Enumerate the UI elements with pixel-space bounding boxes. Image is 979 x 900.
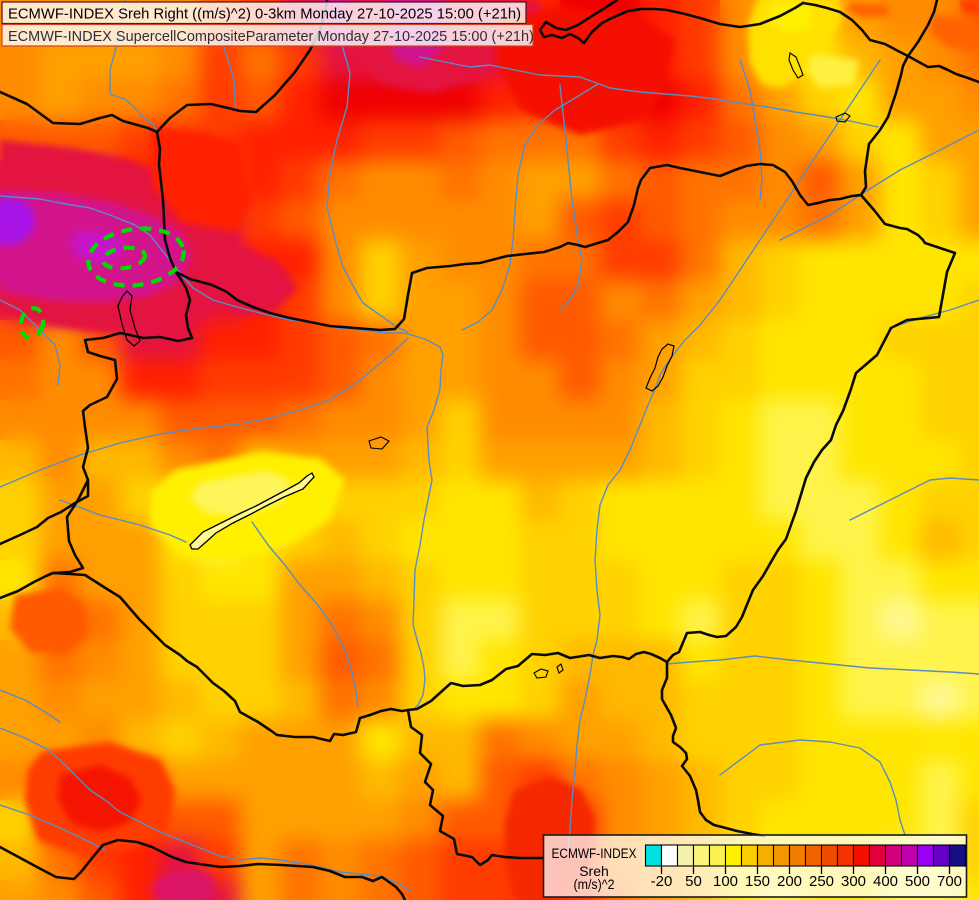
svg-text:ECMWF-INDEX SupercellComposite: ECMWF-INDEX SupercellCompositeParameter … xyxy=(8,29,534,45)
svg-text:700: 700 xyxy=(937,873,962,890)
svg-text:(m/s)^2: (m/s)^2 xyxy=(574,876,615,892)
svg-text:400: 400 xyxy=(873,873,898,890)
svg-text:200: 200 xyxy=(777,873,802,890)
svg-text:Sreh: Sreh xyxy=(579,863,609,879)
svg-text:150: 150 xyxy=(745,873,770,890)
svg-text:ECMWF-INDEX Sreh Right ((m/s)^: ECMWF-INDEX Sreh Right ((m/s)^2) 0-3km M… xyxy=(8,7,521,23)
svg-text:-20: -20 xyxy=(651,873,673,890)
svg-text:ECMWF-INDEX: ECMWF-INDEX xyxy=(552,846,637,862)
svg-text:300: 300 xyxy=(841,873,866,890)
svg-text:100: 100 xyxy=(713,873,738,890)
svg-text:50: 50 xyxy=(685,873,702,890)
svg-text:500: 500 xyxy=(905,873,930,890)
svg-text:250: 250 xyxy=(809,873,834,890)
